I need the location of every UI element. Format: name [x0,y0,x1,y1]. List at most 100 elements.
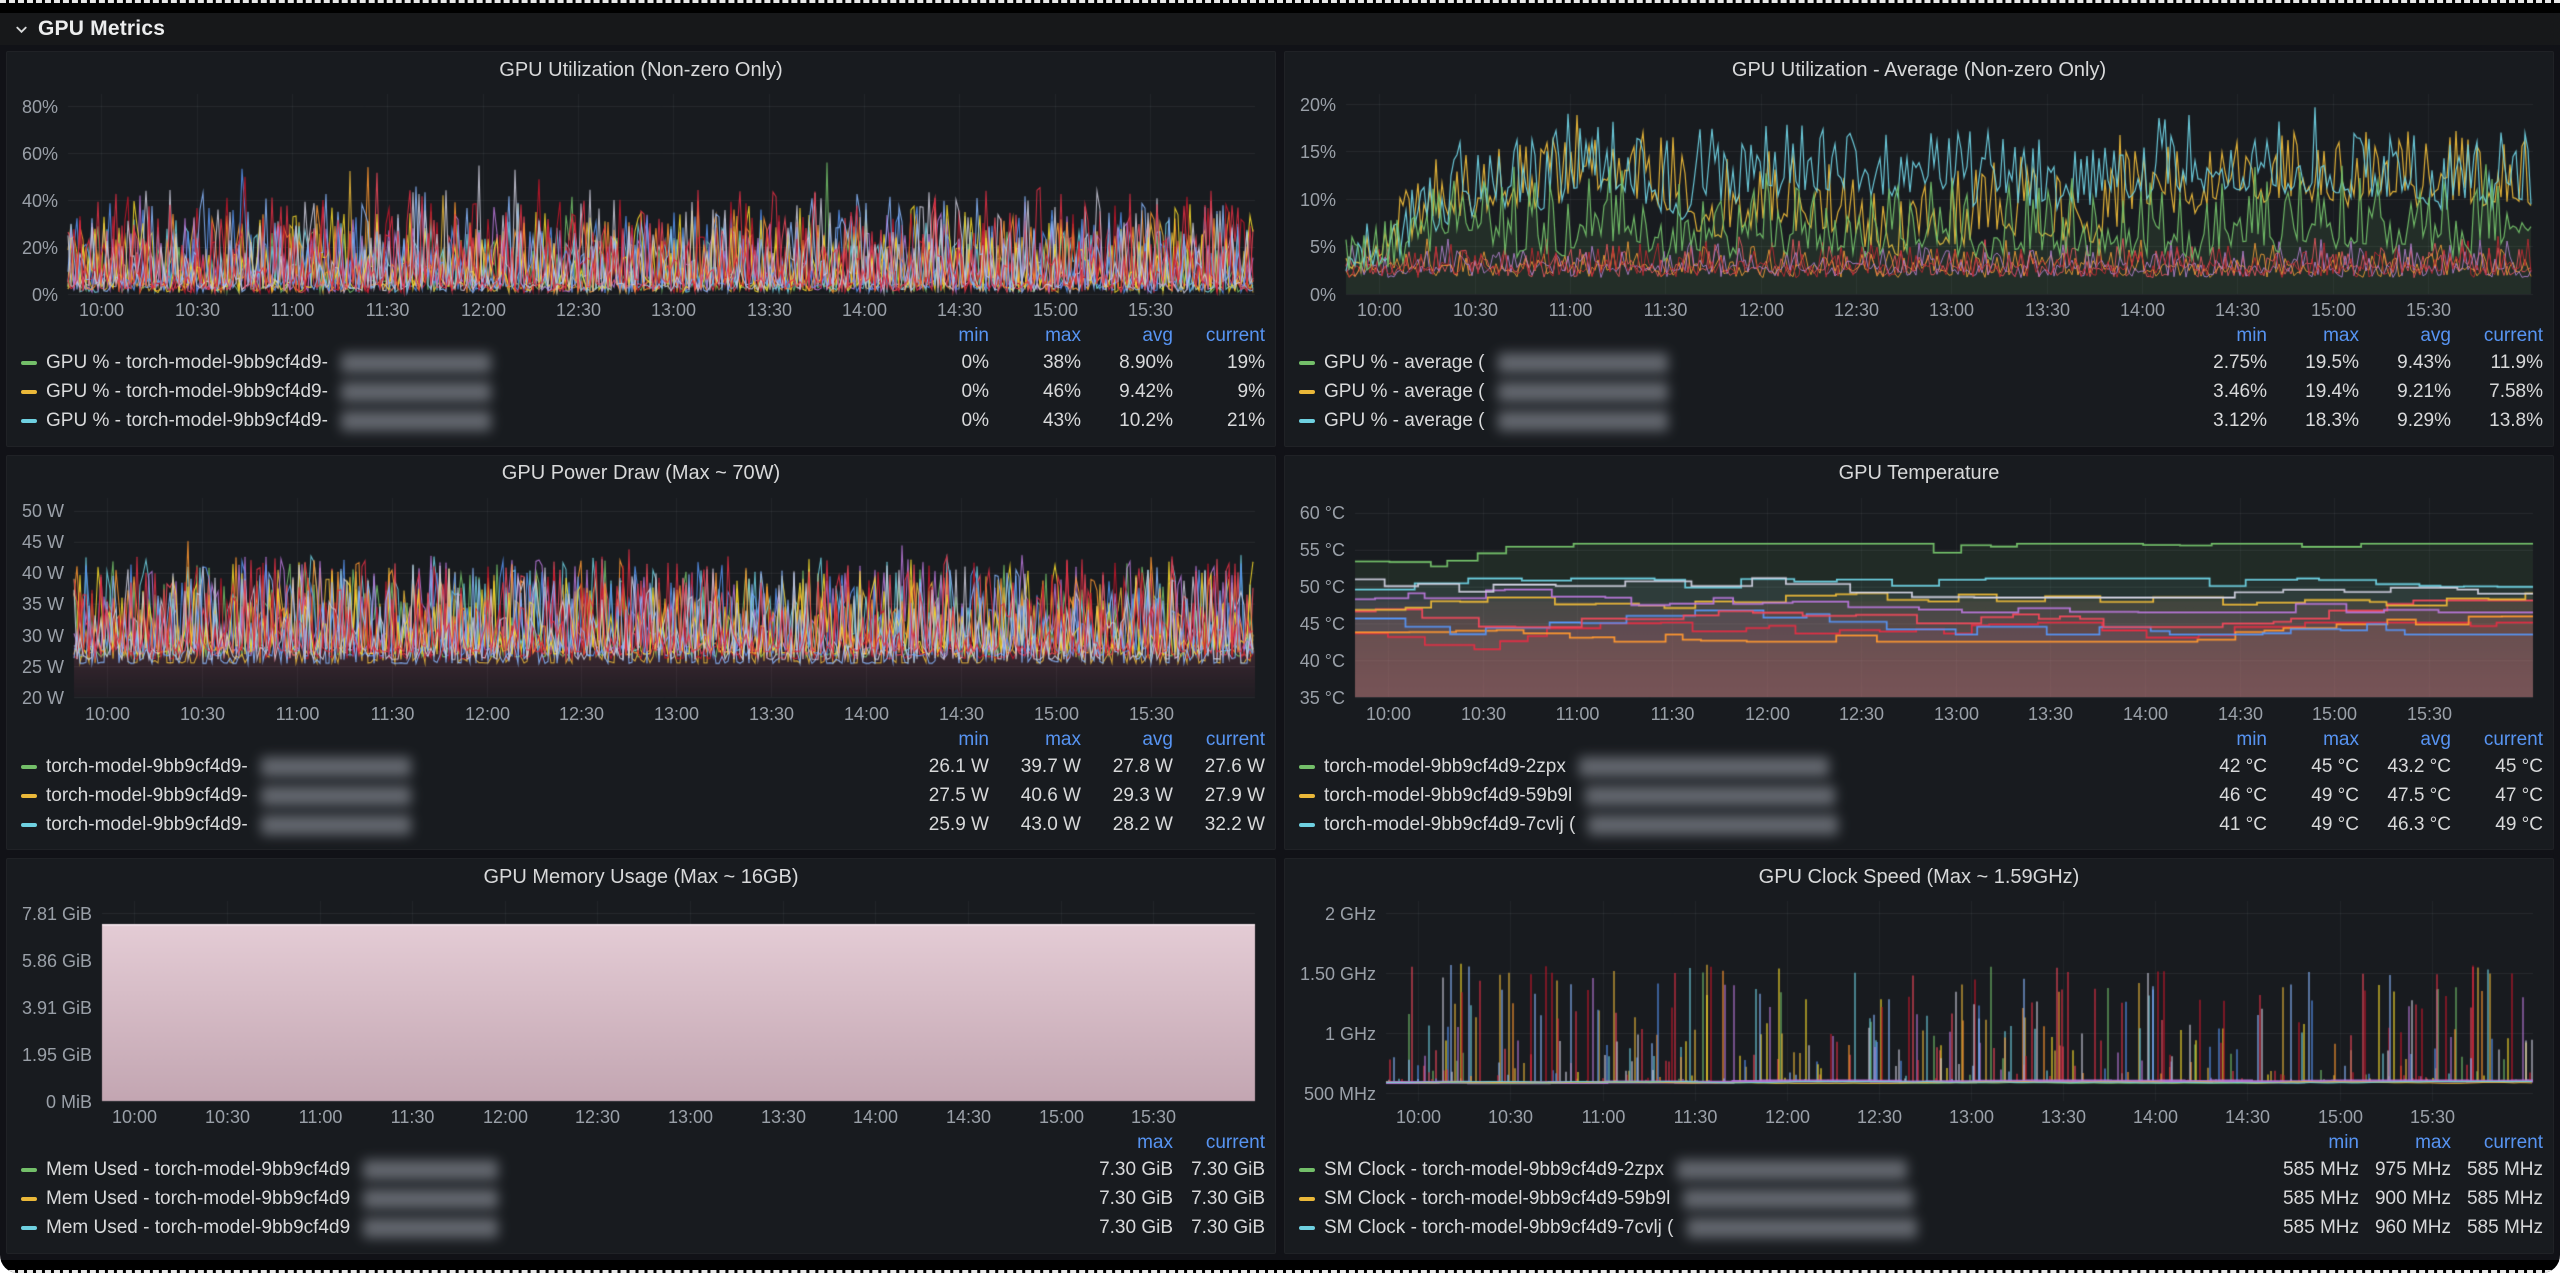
axis-tick-label: 1.95 GiB [21,1044,92,1065]
series-label[interactable]: SM Clock - torch-model-9bb9cf4d9-2zpx [1324,1159,1665,1181]
series-label[interactable]: torch-model-9bb9cf4d9- [46,755,248,777]
axis-tick-label: 13:30 [760,1107,807,1128]
axis-tick-label: 13:00 [1933,703,1980,724]
panel-title[interactable]: GPU Power Draw (Max ~ 70W) [501,462,781,485]
axis-tick-label: 25 W [21,657,64,678]
legend-column-current[interactable]: current [1205,1132,1265,1154]
legend-value: 49 °C [2311,813,2359,835]
axis-tick-label: 7.81 GiB [21,903,92,924]
legend-column-min[interactable]: min [2236,325,2267,347]
panel-title[interactable]: GPU Clock Speed (Max ~ 1.59GHz) [1758,865,2080,888]
series-label[interactable]: torch-model-9bb9cf4d9-7cvlj ( [1324,813,1576,835]
chart-canvas[interactable] [1293,491,2545,724]
series-label[interactable]: GPU % - average ( [1324,352,1485,374]
legend-column-max[interactable]: max [1137,1132,1173,1154]
legend-column-avg[interactable]: avg [2420,325,2451,347]
axis-tick-label: 50 W [21,501,64,522]
legend-value: 49 °C [2495,813,2543,835]
redacted-label [1683,1189,1914,1210]
chart-canvas[interactable] [15,895,1267,1127]
redacted-label [363,1189,499,1210]
series-label[interactable]: GPU % - torch-model-9bb9cf4d9- [46,352,328,374]
legend-row: torch-model-9bb9cf4d9- 26.1 W 39.7 W 27.8 W… [21,752,1265,781]
series-label[interactable]: torch-model-9bb9cf4d9-59b9l [1324,784,1573,806]
series-label[interactable]: torch-model-9bb9cf4d9- [46,813,248,835]
legend-column-avg[interactable]: avg [1142,728,1173,750]
legend-value: 43.2 °C [2387,755,2451,777]
chart-canvas[interactable] [1293,895,2545,1127]
chevron-down-icon[interactable] [14,22,29,37]
legend-value: 9.42% [1119,381,1173,403]
legend-column-min[interactable]: min [958,325,989,347]
axis-tick-label: 60% [21,143,58,164]
legend-value: 46.3 °C [2387,813,2451,835]
legend-column-min[interactable]: min [2236,728,2267,750]
axis-tick-label: 14:00 [843,703,890,724]
series-label[interactable]: SM Clock - torch-model-9bb9cf4d9-7cvlj ( [1324,1217,1674,1239]
legend-column-avg[interactable]: avg [1142,325,1173,347]
axis-tick-label: 15:00 [2311,703,2358,724]
axis-tick-label: 1.50 GHz [1299,963,1376,984]
axis-tick-label: 12:30 [1833,300,1880,320]
legend-column-current[interactable]: current [2483,728,2543,750]
legend-column-max[interactable]: max [2323,728,2359,750]
legend-value: 47.5 °C [2387,784,2451,806]
axis-tick-label: 5% [1309,236,1336,257]
legend-value: 7.30 GiB [1099,1217,1173,1239]
legend-column-current[interactable]: current [1205,325,1265,347]
legend-column-max[interactable]: max [1045,728,1081,750]
legend-row: torch-model-9bb9cf4d9- 25.9 W 43.0 W 28.2 W… [21,810,1265,839]
axis-tick-label: 13:00 [1928,300,1975,320]
chart-canvas[interactable] [15,491,1267,724]
legend-row: torch-model-9bb9cf4d9- 27.5 W 40.6 W 29.3 W… [21,781,1265,810]
axis-tick-label: 13:30 [746,300,793,320]
legend-value: 900 MHz [2374,1188,2451,1210]
panel-title[interactable]: GPU Memory Usage (Max ~ 16GB) [483,865,799,888]
chart-canvas[interactable] [15,88,1267,320]
redacted-label [260,756,411,777]
series-label[interactable]: SM Clock - torch-model-9bb9cf4d9-59b9l [1324,1188,1671,1210]
panel-title[interactable]: GPU Utilization - Average (Non-zero Only… [1731,58,2107,81]
legend-column-max[interactable]: max [2415,1132,2451,1154]
legend-column-max[interactable]: max [2323,325,2359,347]
chart-plot: 0% 20% 40% 60% 80% 10:00 10:30 11:00 11:30 12:00 1… [15,88,1267,320]
legend-value: 25.9 W [928,813,989,835]
legend-row: GPU % - average (3.12% 18.3% 9.29% 13.8% [1299,407,2543,436]
axis-tick-label: 10:00 [1365,703,1412,724]
panel-title[interactable]: GPU Temperature [1838,462,2000,485]
axis-tick-label: 5.86 GiB [21,950,92,971]
row-header-gpu-metrics[interactable]: GPU Metrics [0,13,2560,45]
legend-value: 10.2% [1119,410,1173,432]
series-label[interactable]: GPU % - torch-model-9bb9cf4d9- [46,410,328,432]
legend-column-current[interactable]: current [1205,728,1265,750]
axis-tick-label: 13:00 [1948,1107,1995,1128]
chart-canvas[interactable] [1293,88,2545,320]
axis-tick-label: 10:30 [204,1107,251,1128]
legend: min max current SM Clock - torch-model-9bb9… [1285,1127,2553,1253]
legend-value: 11.9% [2490,352,2543,374]
series-label[interactable]: GPU % - average ( [1324,410,1485,432]
axis-tick-label: 15:30 [1127,300,1174,320]
legend-value: 975 MHz [2374,1159,2451,1181]
legend-column-current[interactable]: current [2483,1132,2543,1154]
axis-tick-label: 15% [1299,141,1336,162]
legend-column-current[interactable]: current [2483,325,2543,347]
chart-plot: 35 °C 40 °C 45 °C 50 °C 55 °C 60 °C 10:00 10:30… [1293,491,2545,724]
axis-tick-label: 11:00 [1548,300,1593,320]
legend-column-min[interactable]: min [958,728,989,750]
series-label[interactable]: Mem Used - torch-model-9bb9cf4d9 [46,1188,351,1210]
redacted-label [1686,1218,1917,1239]
legend-column-min[interactable]: min [2328,1132,2359,1154]
series-swatch [1299,793,1315,798]
legend-column-max[interactable]: max [1045,325,1081,347]
series-label[interactable]: Mem Used - torch-model-9bb9cf4d9 [46,1159,351,1181]
panel-title[interactable]: GPU Utilization (Non-zero Only) [499,58,783,81]
series-label[interactable]: torch-model-9bb9cf4d9-2zpx [1324,755,1566,777]
legend-row: torch-model-9bb9cf4d9-59b9l 46 °C 49 °C 47.… [1299,781,2543,810]
series-label[interactable]: Mem Used - torch-model-9bb9cf4d9 [46,1217,351,1239]
series-label[interactable]: GPU % - torch-model-9bb9cf4d9- [46,381,328,403]
legend-value: 28.2 W [1112,813,1173,835]
series-label[interactable]: GPU % - average ( [1324,381,1485,403]
legend-column-avg[interactable]: avg [2420,728,2451,750]
series-label[interactable]: torch-model-9bb9cf4d9- [46,784,248,806]
